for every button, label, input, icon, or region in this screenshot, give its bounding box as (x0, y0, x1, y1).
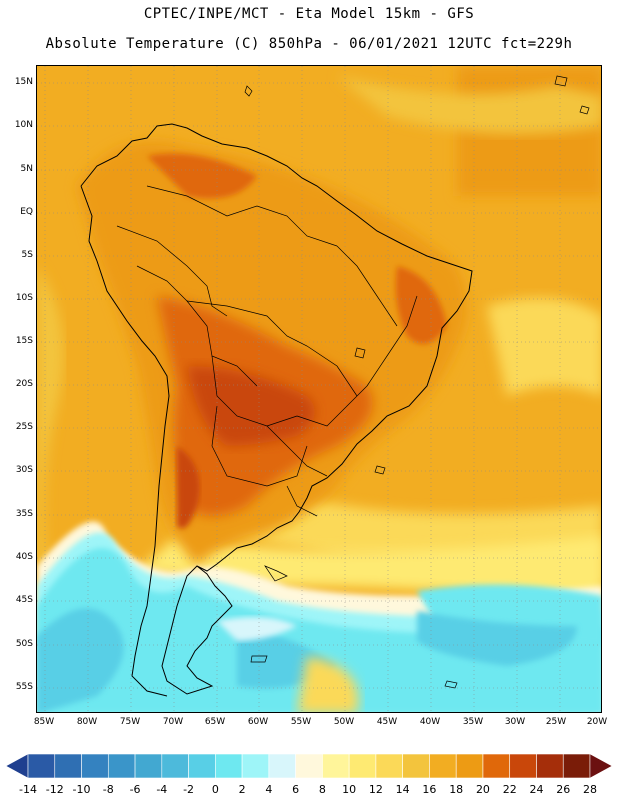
field-south-cyan (37, 548, 601, 712)
lat-label-eq: EQ (20, 207, 33, 217)
lat-label-5n: 5N (20, 164, 33, 174)
lon-label-35w: 35W (462, 717, 484, 727)
colorbar-tick-label: 14 (395, 783, 410, 796)
lakes-islands (244, 75, 590, 689)
lat-label-15s: 15S (15, 336, 33, 346)
colorbar-swatch (375, 753, 403, 779)
south-america-coastline (80, 123, 473, 697)
lon-label-30w: 30W (504, 717, 526, 727)
colorbar-swatch (295, 753, 323, 779)
field-patagonia-pale (217, 617, 297, 641)
colorbar-tick-label: 6 (292, 783, 300, 796)
lon-label-50w: 50W (333, 717, 355, 727)
colorbar-tick-label: -10 (72, 783, 91, 796)
lon-label-85w: 85W (33, 717, 55, 727)
colorbar-swatch (188, 753, 216, 779)
lon-label-65w: 65W (204, 717, 226, 727)
colorbar-tick-label: 8 (318, 783, 326, 796)
field-pacific-light (37, 266, 64, 566)
colorbar-tick-label: 18 (449, 783, 464, 796)
colorbar-swatch (241, 753, 270, 779)
lon-label-70w: 70W (162, 717, 184, 727)
lon-label-25w: 25W (545, 717, 567, 727)
colorbar-tick-label: 22 (502, 783, 517, 796)
lat-label-25s: 25S (15, 422, 33, 432)
colorbar-tick-label: -6 (129, 783, 141, 796)
lat-label-50s: 50S (15, 639, 33, 649)
colorbar-tick-label: -14 (19, 783, 37, 796)
title-line-2: Absolute Temperature (C) 850hPa - 06/01/… (45, 36, 573, 52)
field-ne-brazil-hot (395, 266, 447, 344)
colorbar-tick-label: 4 (265, 783, 273, 796)
lon-label-60w: 60W (247, 717, 269, 727)
colorbar-tick-label: 0 (211, 783, 219, 796)
colorbar-tick-label: 16 (422, 783, 437, 796)
colorbar-swatch (215, 753, 243, 779)
lat-label-20s: 20S (15, 379, 33, 389)
colorbar-min-arrow (6, 753, 29, 779)
colorbar-tick-label: -2 (183, 783, 195, 796)
colorbar-swatch (455, 753, 484, 779)
field-interior-hotter (187, 366, 315, 446)
grid-lines (37, 66, 601, 712)
field-argentina-hot (177, 446, 200, 529)
colorbar-swatch (509, 753, 537, 779)
colorbar-swatch (107, 753, 136, 779)
lat-label-35s: 35S (15, 509, 33, 519)
map-svg (37, 66, 601, 712)
colorbar-swatch (482, 753, 511, 779)
colorbar-tick-label: 26 (556, 783, 571, 796)
colorbar-tick-label: 28 (583, 783, 597, 796)
lon-label-75w: 75W (119, 717, 141, 727)
lat-label-5s: 5S (21, 250, 33, 260)
colorbar-swatch (429, 753, 457, 779)
field-south-yellow-patch (297, 656, 359, 712)
lat-label-10n: 10N (14, 120, 33, 130)
colorbar-tick-label: -8 (102, 783, 114, 796)
lat-label-40s: 40S (15, 552, 33, 562)
colorbar-swatch (134, 753, 163, 779)
colorbar-swatch (81, 753, 109, 779)
lat-label-30s: 30S (15, 465, 33, 475)
colorbar-tick-label: 2 (238, 783, 246, 796)
field-atl-east (487, 298, 601, 396)
field-north-hot (147, 153, 257, 199)
lat-label-45s: 45S (15, 595, 33, 605)
colorbar-tick-label: 10 (342, 783, 357, 796)
colorbar-swatch (322, 753, 350, 779)
lon-label-45w: 45W (376, 717, 398, 727)
colorbar-swatch (402, 753, 430, 779)
lat-label-10s: 10S (15, 293, 33, 303)
colorbar-swatch (27, 753, 56, 779)
field-north-light (337, 76, 601, 134)
lat-label-55s: 55S (15, 682, 33, 692)
colorbar-swatch (268, 753, 296, 779)
colorbar (6, 753, 612, 779)
colorbar-swatch (348, 753, 377, 779)
title-line-1: CPTEC/INPE/MCT - Eta Model 15km - GFS (143, 6, 475, 22)
lat-label-15n: 15N (14, 77, 33, 87)
lon-label-80w: 80W (76, 717, 98, 727)
colorbar-swatch (161, 753, 189, 779)
colorbar-max-arrow (589, 753, 612, 779)
lon-label-20w: 20W (586, 717, 608, 727)
lon-label-40w: 40W (419, 717, 441, 727)
temperature-map (36, 65, 602, 713)
country-borders (116, 185, 418, 517)
colorbar-swatch (54, 753, 82, 779)
colorbar-tick-label: 24 (529, 783, 544, 796)
field-south-blue-east (417, 611, 577, 666)
colorbar-tick-label: -4 (156, 783, 168, 796)
colorbar-tick-label: -12 (45, 783, 64, 796)
lon-label-55w: 55W (290, 717, 312, 727)
colorbar-tick-label: 12 (368, 783, 383, 796)
colorbar-swatch (536, 753, 564, 779)
colorbar-swatch (562, 753, 591, 779)
colorbar-tick-label: 20 (475, 783, 490, 796)
field-south-blue-west (37, 608, 124, 712)
